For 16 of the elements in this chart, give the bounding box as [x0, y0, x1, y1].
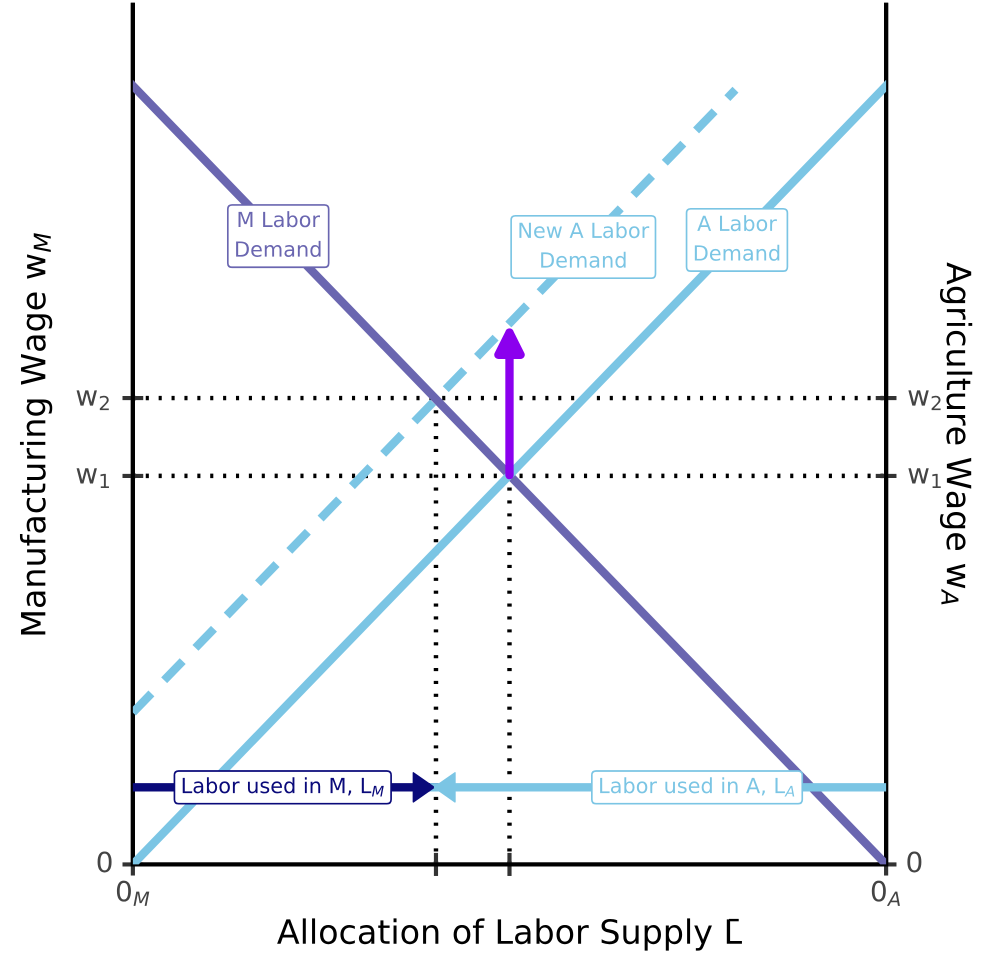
y-axis-title: Manufacturing Wage w$_{M}$ [20, 233, 52, 635]
series-label: New A Labor Demand [519, 222, 650, 268]
ref-line-label: w$_{1}$ [908, 468, 941, 488]
x-tick-label: 0$_{M}$ [116, 880, 150, 906]
x-tick-label: 0$_{A}$ [872, 880, 900, 906]
x-axis-title: Allocation of Labor Supply L̄ [277, 918, 742, 951]
series-label: M Labor Demand [236, 211, 321, 257]
ref-line-label: w$_{2}$ [908, 390, 941, 410]
series-label: A Labor Demand [694, 215, 780, 261]
legend-label: Labor used in M, L$_{M}$ [182, 777, 384, 797]
y2-axis-title: Agriculture Wage w$_{A}$ [940, 262, 972, 604]
text: w$_{2}$ [76, 390, 109, 410]
series-label: Labor used in A, L$_{A}$ [600, 777, 794, 797]
text: w$_{1}$ [76, 468, 109, 488]
annotation: 0 [907, 851, 922, 872]
annotation: 0 [98, 851, 112, 872]
